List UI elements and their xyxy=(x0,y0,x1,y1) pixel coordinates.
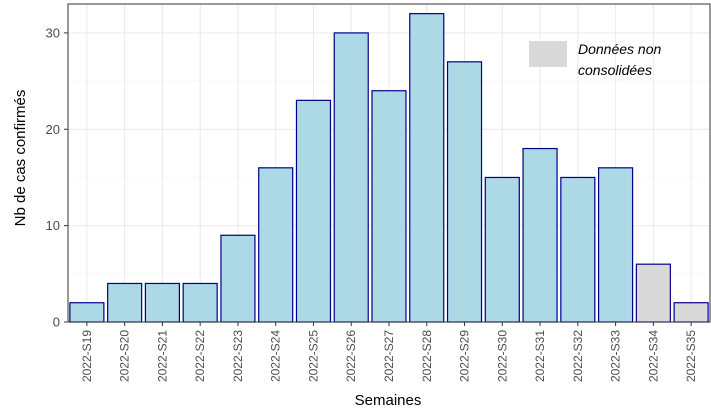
legend-swatch xyxy=(529,41,567,67)
x-tick-label: 2022-S23 xyxy=(231,330,245,382)
bar xyxy=(409,13,445,323)
bar xyxy=(69,302,105,323)
x-tick-label: 2022-S27 xyxy=(382,330,396,382)
bars xyxy=(69,13,709,323)
legend-label-line2: consolidées xyxy=(578,62,652,78)
x-tick-label: 2022-S31 xyxy=(533,330,547,382)
x-tick-label: 2022-S30 xyxy=(495,330,509,382)
x-tick-label: 2022-S32 xyxy=(571,330,585,382)
y-axis-ticks: 0 10 20 30 xyxy=(46,25,68,330)
x-tick-label: 2022-S34 xyxy=(646,330,660,382)
x-axis-ticks: 2022-S19 2022-S20 2022-S21 2022-S22 2022-S23… xyxy=(80,322,698,382)
bar xyxy=(333,32,369,323)
x-tick-label: 2022-S20 xyxy=(118,330,132,382)
x-tick-label: 2022-S26 xyxy=(344,330,358,382)
bar xyxy=(446,61,483,323)
y-axis-title: Nb de cas confirmés xyxy=(12,90,29,227)
y-tick-label: 30 xyxy=(46,25,60,40)
bar xyxy=(107,282,143,323)
x-tick-label: 2022-S21 xyxy=(155,330,169,382)
x-tick-label: 2022-S28 xyxy=(420,330,434,382)
x-axis-title: Semaines xyxy=(355,392,422,409)
x-tick-label: 2022-S25 xyxy=(306,330,320,382)
bar xyxy=(258,167,294,323)
bar xyxy=(371,90,407,323)
legend: Données non consolidées xyxy=(529,41,662,78)
legend-label-line1: Données non xyxy=(578,41,662,57)
bar xyxy=(484,176,520,323)
x-tick-label: 2022-S35 xyxy=(684,330,698,382)
bar xyxy=(144,282,181,323)
x-tick-label: 2022-S22 xyxy=(193,330,207,382)
y-tick-label: 10 xyxy=(46,218,60,233)
x-tick-label: 2022-S29 xyxy=(458,330,472,382)
bar xyxy=(560,176,596,323)
bar xyxy=(673,302,709,323)
bar xyxy=(220,234,256,323)
bar xyxy=(295,99,332,323)
bar xyxy=(522,147,558,323)
x-tick-label: 2022-S24 xyxy=(269,330,283,382)
bar xyxy=(597,167,634,323)
bar xyxy=(182,282,218,323)
x-tick-label: 2022-S33 xyxy=(609,330,623,382)
x-tick-label: 2022-S19 xyxy=(80,330,94,382)
y-tick-label: 20 xyxy=(46,122,60,137)
y-tick-label: 0 xyxy=(53,315,60,330)
bar xyxy=(635,263,671,323)
